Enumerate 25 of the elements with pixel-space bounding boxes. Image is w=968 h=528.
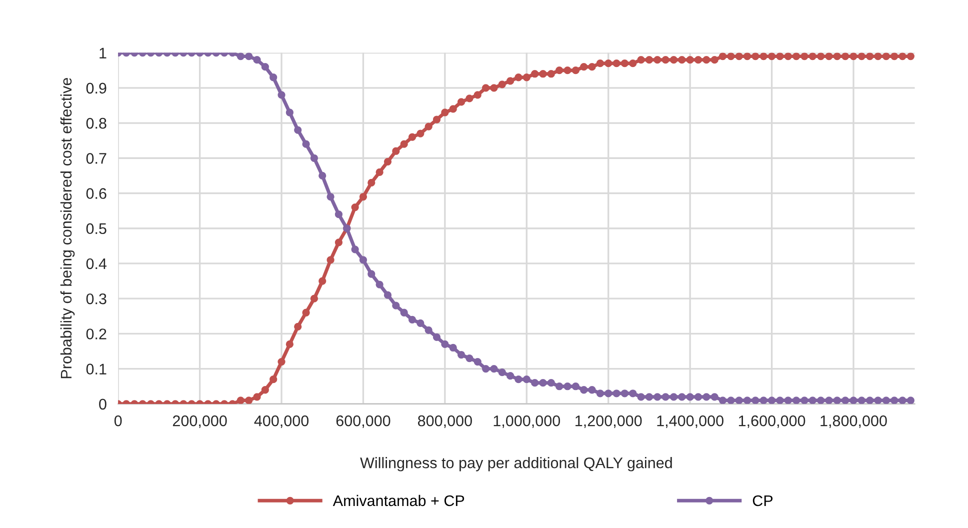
x-axis-title: Willingness to pay per additional QALY gained [360, 457, 672, 472]
x-tick-label: 0 [114, 415, 122, 426]
legend-label: CP [752, 495, 773, 506]
x-tick-label: 600,000 [336, 415, 390, 428]
x-tick-label: 1,800,000 [820, 415, 887, 428]
x-tick-label: 1,200,000 [576, 415, 642, 428]
y-tick-label: 0.4 [86, 258, 107, 270]
y-tick-label: 0.8 [86, 118, 106, 129]
y-tick-label: 0 [99, 398, 106, 410]
legend-label: Amivantamab + CP [332, 494, 464, 506]
y-tick-label: 0.7 [86, 153, 106, 164]
x-tick-label: 1,000,000 [494, 415, 560, 428]
y-tick-label: 0.6 [86, 188, 106, 199]
x-tick-label: 1,400,000 [657, 415, 724, 428]
x-tick-label: 400,000 [254, 415, 309, 428]
y-tick-label: 0.9 [86, 82, 106, 94]
y-tick-label: 1 [100, 48, 106, 58]
x-tick-label: 1,600,000 [738, 415, 806, 428]
x-tick-label: 800,000 [418, 415, 472, 428]
x-tick-label: 200,000 [172, 415, 227, 428]
y-tick-label: 0.3 [86, 293, 106, 304]
y-tick-label: 0.2 [86, 328, 106, 340]
y-tick-label: 0.1 [86, 364, 106, 374]
y-tick-label: 0.5 [86, 223, 106, 234]
y-axis-title: Probability of being considered cost effective [60, 78, 75, 378]
